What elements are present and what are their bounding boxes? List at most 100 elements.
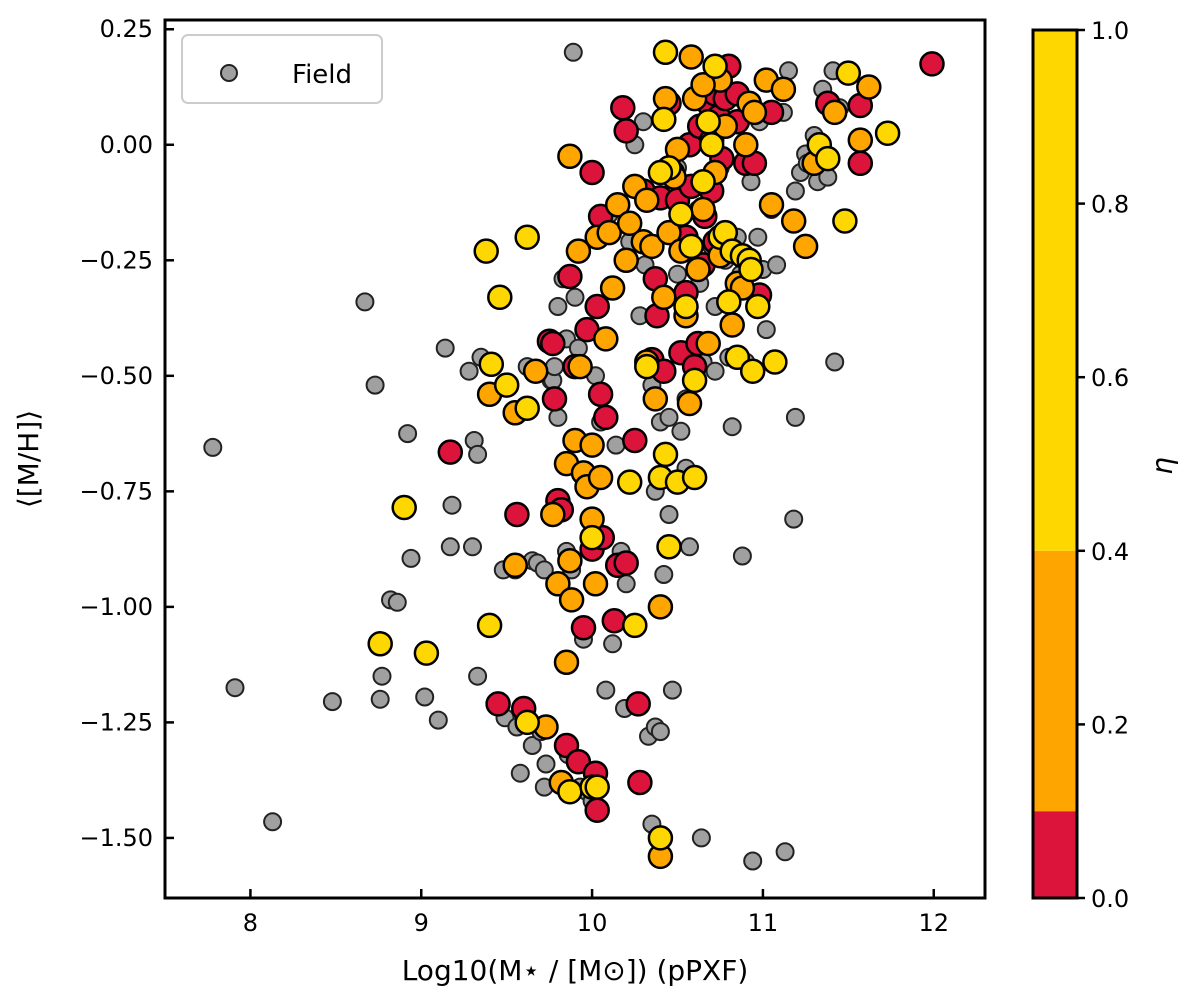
field-point-0-0 [203, 437, 223, 457]
field-point-0-111 [775, 842, 795, 862]
eta-point-2-46 [690, 196, 716, 223]
eta-point-1-5 [540, 330, 566, 357]
eta-point-3-31 [690, 168, 716, 195]
eta-point-2-2 [502, 552, 528, 579]
field-point-0-99 [722, 417, 742, 437]
eta-point-2-61 [792, 233, 819, 260]
field-point-0-49 [565, 287, 585, 307]
x-tick-label-4: 12 [918, 909, 949, 937]
eta-point-2-6 [545, 571, 571, 597]
field-point-0-2 [263, 812, 283, 832]
field-point-0-76 [650, 722, 670, 742]
eta-point-3-30 [681, 367, 708, 394]
field-point-0-109 [767, 255, 787, 275]
field-point-0-83 [671, 421, 691, 441]
eta-point-1-13 [570, 614, 597, 641]
field-point-0-30 [522, 736, 542, 755]
field-point-0-40 [548, 407, 568, 427]
field-point-0-94 [705, 361, 725, 381]
eta-point-3-44 [762, 349, 788, 375]
eta-point-3-22 [652, 39, 679, 66]
eta-point-3-21 [652, 441, 679, 468]
colorbar-band-1 [1033, 550, 1077, 812]
eta-point-3-19 [647, 825, 674, 851]
field-point-0-35 [536, 754, 556, 774]
eta-point-1-19 [584, 797, 610, 823]
field-point-0-1 [225, 678, 245, 698]
colorbar-frame [1031, 28, 1079, 900]
eta-point-2-31 [634, 187, 660, 213]
colorbar-tick-label-2: 0.4 [1091, 538, 1129, 566]
legend-box [181, 34, 383, 104]
eta-point-3-43 [745, 293, 771, 320]
y-tick-label-3: −0.50 [79, 362, 153, 390]
x-axis-title: Log10(M⋆ / [M⊙]) (pPXF) [402, 954, 749, 987]
eta-point-2-58 [758, 192, 785, 218]
field-point-0-77 [654, 565, 674, 584]
field-point-0-60 [603, 634, 623, 654]
field-point-0-61 [606, 435, 626, 455]
eta-point-2-38 [656, 219, 682, 246]
eta-point-1-6 [541, 386, 568, 412]
colorbar-tick-label-0: 0.0 [1091, 885, 1129, 913]
eta-point-1-15 [579, 159, 605, 186]
eta-point-3-26 [668, 201, 694, 227]
y-tick-label-6: −1.25 [79, 708, 153, 736]
eta-point-2-51 [719, 312, 745, 338]
eta-point-2-43 [676, 390, 703, 417]
field-point-0-122 [825, 352, 845, 372]
field-point-0-106 [748, 227, 768, 247]
y-axis-title: ⟨[M/H]⟩ [12, 410, 45, 508]
field-point-0-102 [732, 546, 752, 566]
eta-point-2-25 [599, 275, 626, 301]
eta-point-2-66 [678, 44, 704, 70]
eta-point-2-11 [557, 547, 583, 574]
eta-point-3-16 [622, 612, 648, 639]
eta-point-2-14 [565, 238, 592, 264]
field-point-0-113 [784, 509, 804, 529]
colorbar-tick-label-3: 0.6 [1091, 364, 1129, 392]
eta-point-3-42 [739, 358, 766, 384]
legend-marker-field [220, 64, 238, 82]
eta-point-2-22 [587, 464, 614, 491]
eta-point-3-27 [673, 293, 699, 320]
eta-point-3-29 [681, 464, 708, 491]
eta-point-3-9 [514, 709, 540, 736]
eta-point-2-33 [642, 386, 669, 412]
field-point-0-39 [548, 297, 568, 316]
field-point-0-16 [442, 495, 462, 515]
field-point-0-4 [355, 292, 375, 312]
eta-point-2-64 [847, 127, 874, 153]
x-tick-label-0: 8 [243, 909, 258, 937]
eta-point-3-0 [367, 631, 393, 657]
field-point-0-15 [440, 537, 460, 557]
eta-point-3-46 [815, 145, 841, 172]
eta-point-2-23 [593, 326, 619, 352]
y-tick-label-5: −1.00 [79, 593, 153, 621]
field-point-0-18 [463, 537, 482, 557]
field-point-0-27 [510, 763, 530, 783]
x-tick-label-1: 9 [414, 909, 429, 937]
eta-point-3-3 [473, 238, 499, 264]
field-point-0-9 [387, 592, 407, 612]
eta-point-1-26 [610, 95, 636, 121]
field-point-0-21 [468, 666, 488, 686]
eta-point-2-24 [596, 219, 622, 246]
colorbar-band-2 [1033, 30, 1077, 551]
colorbar-tick-label-5: 1.0 [1091, 17, 1129, 45]
eta-point-3-20 [651, 106, 677, 133]
eta-point-1-18 [584, 293, 610, 320]
field-point-0-86 [680, 537, 699, 557]
field-point-0-80 [662, 680, 682, 700]
field-point-0-14 [435, 338, 455, 358]
field-point-0-79 [659, 505, 679, 524]
field-point-0-105 [743, 851, 763, 871]
eta-point-2-65 [856, 74, 882, 100]
eta-point-2-63 [821, 99, 848, 126]
plot-frame [163, 18, 987, 900]
eta-point-2-20 [582, 571, 609, 597]
eta-point-1-65 [847, 150, 874, 177]
y-tick-label-0: 0.25 [100, 15, 153, 43]
field-point-0-82 [668, 264, 687, 284]
